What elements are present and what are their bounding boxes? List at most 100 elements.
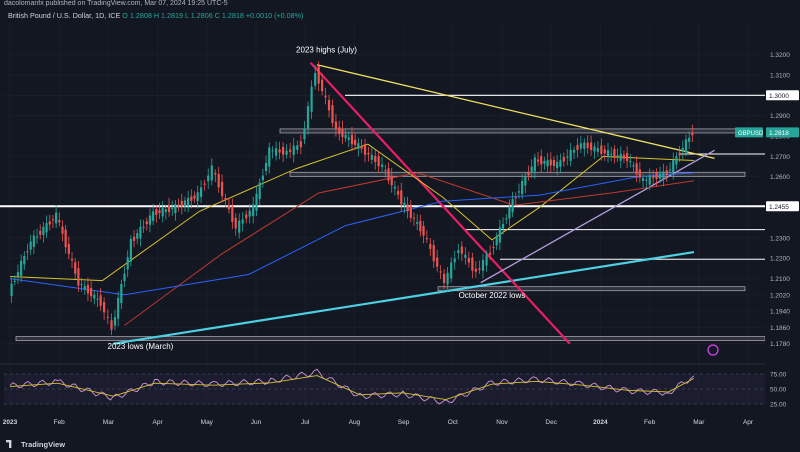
ohlc-low: L 1.2806 xyxy=(185,11,213,20)
candle-body xyxy=(234,217,237,229)
candle-body xyxy=(207,175,210,182)
x-tick-label: Feb xyxy=(54,419,66,426)
candle-body xyxy=(552,159,556,166)
candle-body xyxy=(681,147,684,152)
candle-body xyxy=(489,252,492,255)
candle-body xyxy=(390,175,393,186)
candle-body xyxy=(658,173,662,179)
candle-body xyxy=(501,224,505,229)
candle-body xyxy=(155,209,158,216)
candle-body xyxy=(96,298,99,300)
candle-body xyxy=(238,220,241,233)
candle-body xyxy=(562,156,565,162)
y-tick-label: 1.2600 xyxy=(770,174,790,181)
x-tick-label: May xyxy=(201,419,214,426)
x-tick-label: Nov xyxy=(496,419,508,426)
candle-body xyxy=(464,254,467,258)
candle-body xyxy=(74,262,77,274)
candle-body xyxy=(412,217,416,219)
candle-body xyxy=(281,146,285,155)
candle-body xyxy=(505,218,508,220)
candle-body xyxy=(481,260,485,271)
candle-body xyxy=(603,149,606,154)
candle-body xyxy=(645,179,648,181)
candle-body xyxy=(606,150,610,158)
candle-body xyxy=(136,233,139,239)
candle-body xyxy=(648,175,651,185)
candle-body xyxy=(422,226,425,236)
ohlc-close: C 1.2818 xyxy=(214,11,244,20)
candle-body xyxy=(227,204,231,210)
candle-body xyxy=(285,150,288,155)
candle-body xyxy=(474,268,477,272)
candle-body xyxy=(258,182,261,200)
candle-body xyxy=(139,226,142,239)
candle-body xyxy=(55,212,58,224)
candle-body xyxy=(384,170,387,172)
candle-body xyxy=(665,170,668,175)
candle-body xyxy=(123,273,126,282)
candle-body xyxy=(622,154,626,159)
candle-body xyxy=(314,72,317,86)
candle-body xyxy=(264,162,268,172)
resistance-trendline xyxy=(316,64,715,160)
candle-body xyxy=(196,192,199,202)
candle-body xyxy=(187,197,190,207)
candle-body xyxy=(214,173,217,175)
candle-body xyxy=(536,159,540,162)
candle-body xyxy=(26,251,29,253)
symbol-name: British Pound / U.S. Dollar, 1D, ICE xyxy=(8,11,121,20)
candle-body xyxy=(29,241,32,250)
candle-body xyxy=(245,214,248,219)
resistance-zone xyxy=(279,128,746,134)
y-tick-label: 1.1860 xyxy=(770,325,790,332)
support-zone xyxy=(289,171,746,177)
x-tick-label: Aug xyxy=(349,419,361,426)
candle-body xyxy=(86,285,90,294)
candle-body xyxy=(450,262,453,279)
candle-body xyxy=(161,207,164,217)
candle-body xyxy=(354,139,357,145)
x-tick-label: Apr xyxy=(743,419,754,426)
candle-body xyxy=(662,171,665,180)
tradingview-logo[interactable]: TradingView xyxy=(6,440,65,449)
x-tick-label: Dec xyxy=(545,419,557,426)
candle-body xyxy=(193,195,196,199)
candle-body xyxy=(148,215,152,225)
x-tick-label: Jul xyxy=(301,419,310,426)
series-sma-200 xyxy=(9,172,694,296)
candle-body xyxy=(540,156,543,165)
candle-body xyxy=(442,273,446,284)
price-pane[interactable] xyxy=(0,8,800,414)
candle-body xyxy=(460,246,463,254)
y-tick-label: 1.2300 xyxy=(770,235,790,242)
candle-body xyxy=(120,283,123,304)
candle-body xyxy=(103,302,106,313)
candle-body xyxy=(626,153,629,162)
rsi-line xyxy=(9,368,695,405)
candle-body xyxy=(533,157,536,172)
candle-body xyxy=(61,226,64,234)
candle-body xyxy=(51,219,55,221)
candle-body xyxy=(190,196,193,201)
y-tick-label: 1.2020 xyxy=(770,292,790,299)
candle-body xyxy=(167,204,171,213)
candle-body xyxy=(400,190,403,205)
candle-body xyxy=(296,145,299,150)
x-tick-label: Jun xyxy=(251,419,262,426)
candle-body xyxy=(142,226,145,228)
alert-icon[interactable] xyxy=(707,344,719,356)
symbol-tag xyxy=(735,127,763,138)
candle-body xyxy=(261,175,264,181)
candle-body xyxy=(655,172,658,179)
candle-body xyxy=(576,144,579,151)
candle-body xyxy=(39,230,42,235)
candle-body xyxy=(32,235,35,247)
candle-body xyxy=(35,236,39,238)
candle-body xyxy=(152,211,155,221)
candle-body xyxy=(299,141,302,148)
level-tag xyxy=(766,90,799,101)
symbol-legend: British Pound / U.S. Dollar, 1D, ICE O 1… xyxy=(8,11,303,20)
y-tick-label: 1.3100 xyxy=(770,72,790,79)
